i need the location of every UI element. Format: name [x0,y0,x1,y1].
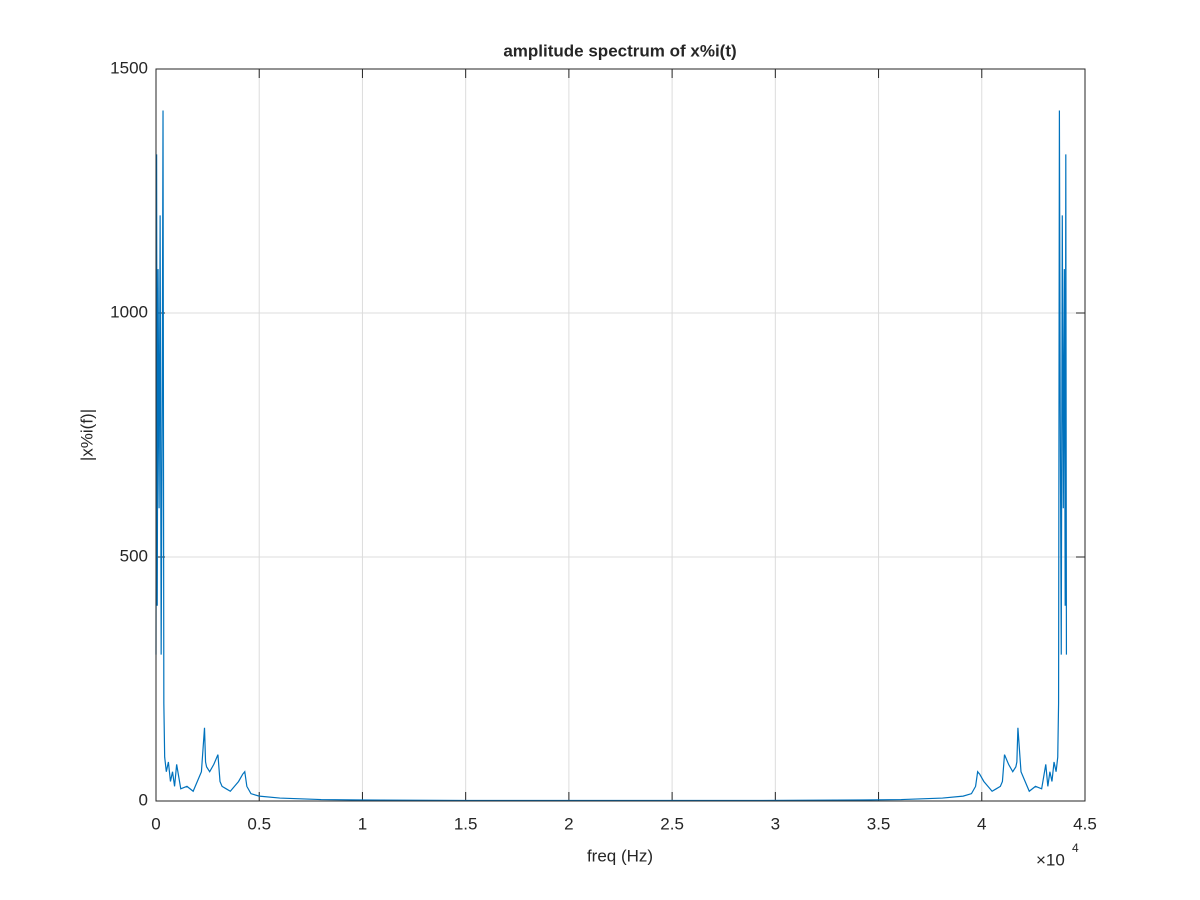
x-tick-label: 2.5 [660,814,684,833]
x-tick-label: 0 [151,814,160,833]
x-tick-label: 3 [771,814,780,833]
x-tick-label: 2 [564,814,573,833]
plot-area: 0 0.5 1 1.5 2 2.5 3 3.5 4 4.5 0 500 1000 1500 [110,58,1097,833]
y-tick-label: 0 [139,790,148,809]
x-exponent-base: ×10 [1036,850,1065,869]
x-tick-label: 1.5 [454,814,478,833]
axes-box [155,68,1086,802]
x-tick-label: 4.5 [1073,814,1097,833]
x-tick-label: 4 [977,814,986,833]
x-tick-label: 1 [358,814,367,833]
y-axis-label: |x%i(f)| [77,409,96,461]
x-tick-label: 0.5 [247,814,271,833]
x-tick-label: 3.5 [867,814,891,833]
y-tick-label: 1000 [110,302,148,321]
y-tick-label: 500 [120,546,148,565]
x-exponent-power: 4 [1072,841,1079,855]
x-axis-label: freq (Hz) [587,846,653,865]
chart-title: amplitude spectrum of x%i(t) [503,41,736,60]
y-tick-label: 1500 [110,58,148,77]
